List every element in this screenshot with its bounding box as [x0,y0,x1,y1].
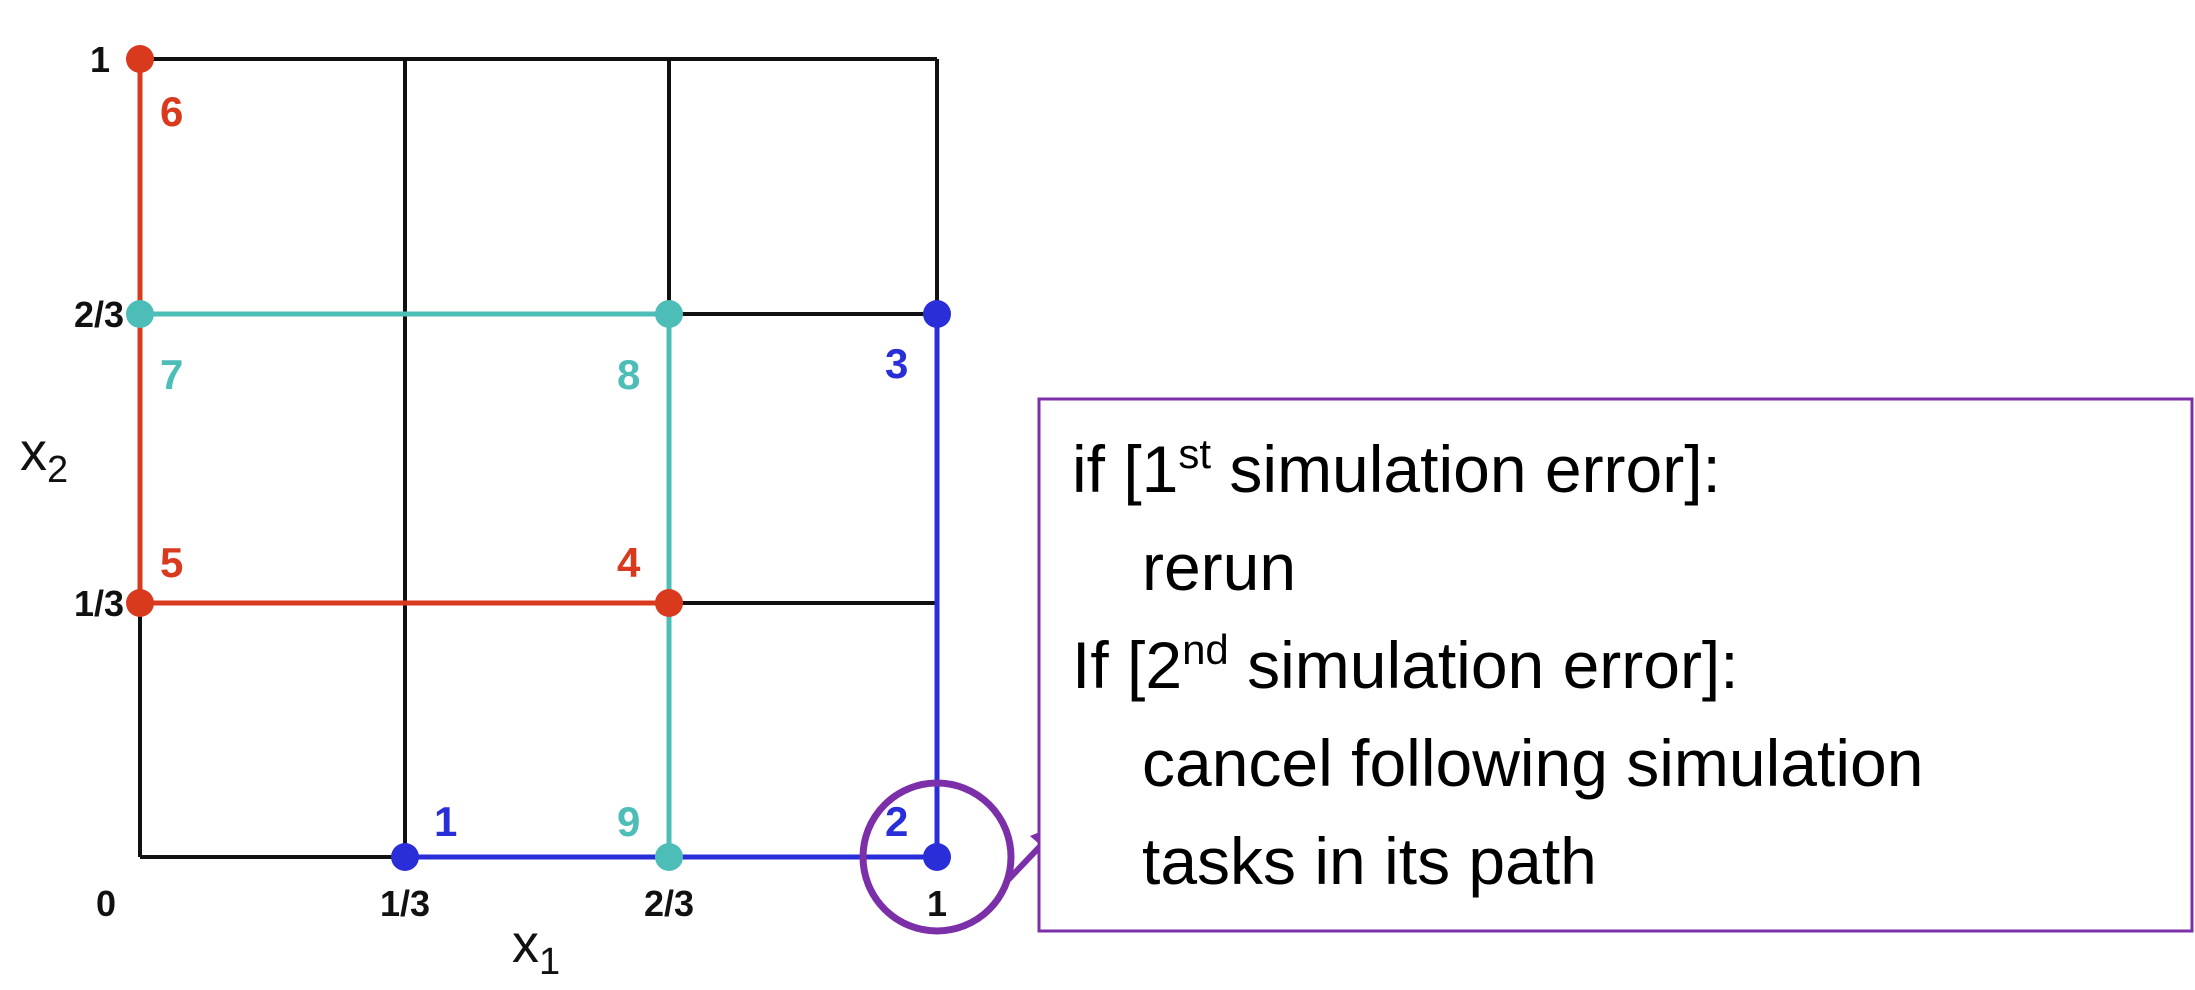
x-tick-label: 1/3 [380,883,430,924]
x-tick-label: 1 [927,883,947,924]
node-label: 5 [160,539,183,586]
x-axis-sub: 1 [539,941,560,983]
y-tick-label: 2/3 [74,294,124,335]
node-label: 9 [617,798,640,845]
x-axis-text: x [512,914,539,974]
node-label: 1 [434,798,457,845]
y-tick-label: 1/3 [74,583,124,624]
point [655,589,683,617]
point [655,300,683,328]
text: simulation error]: [1229,628,1739,702]
x-tick-label: 2/3 [644,883,694,924]
y-axis-text: x [20,422,47,482]
sup: st [1178,430,1211,477]
node-label: 7 [160,351,183,398]
node-labels: 1 2 3 4 5 6 7 8 9 [160,88,908,845]
node-label: 4 [617,539,641,586]
point [923,843,951,871]
paths [137,59,940,860]
x-axis-label: x1 [512,914,560,983]
note-line: cancel following simulation [1142,726,1923,800]
note-line: tasks in its path [1142,824,1597,898]
grid [138,57,939,859]
note-line: if [1st simulation error]: [1072,430,1721,506]
point [126,589,154,617]
ticks: 0 1/3 2/3 1 1 2/3 1/3 [74,39,947,924]
node-label: 3 [885,340,908,387]
text: if [1 [1072,432,1178,506]
highlight-circle [859,779,1015,935]
y-axis-label: x2 [20,422,68,491]
text: If [2 [1072,628,1182,702]
note-text: if [1st simulation error]: rerun If [2nd… [1072,430,1923,898]
point [923,300,951,328]
point [126,45,154,73]
y-tick-label: 1 [90,39,110,80]
x-tick-label: 0 [96,883,116,924]
y-axis-sub: 2 [47,449,68,491]
node-label: 2 [885,798,908,845]
point [126,300,154,328]
point [655,843,683,871]
text: simulation error]: [1211,432,1721,506]
note-line: rerun [1142,530,1296,604]
point [391,843,419,871]
points [126,45,951,871]
note-line: If [2nd simulation error]: [1072,626,1739,702]
node-label: 8 [617,351,640,398]
sup: nd [1182,626,1229,673]
node-label: 6 [160,88,183,135]
note-box [1037,397,2194,933]
